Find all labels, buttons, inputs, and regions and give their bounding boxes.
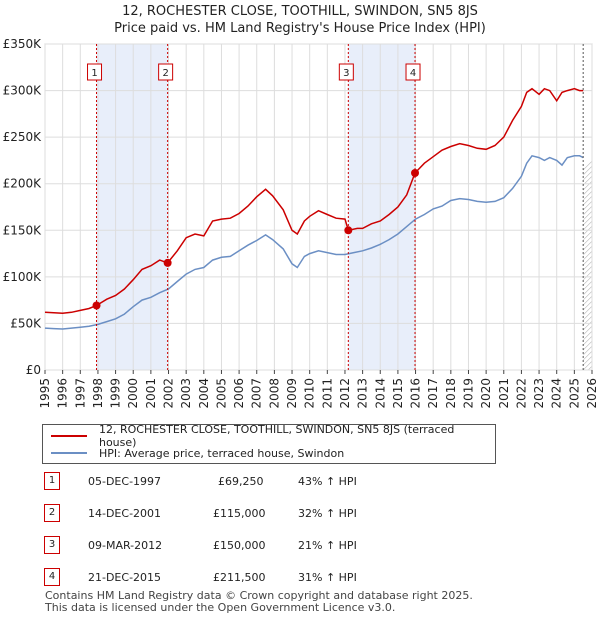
sale-hpi-diff: 32% ↑ HPI (298, 507, 357, 520)
sale-badge: 4 (44, 568, 60, 586)
future-hatch (583, 44, 600, 370)
property-price-line (44, 87, 584, 314)
x-tick-label: 2015 (391, 378, 405, 409)
x-tick-label: 2005 (214, 378, 228, 409)
x-tick-label: 2024 (550, 378, 564, 409)
sale-price: £115,000 (213, 507, 266, 520)
x-tick-label: 2026 (585, 378, 599, 409)
legend-label-property: 12, ROCHESTER CLOSE, TOOTHILL, SWINDON, … (98, 423, 455, 449)
sale-date: 21-DEC-2015 (88, 571, 162, 584)
x-tick-label: 2008 (267, 378, 281, 409)
y-tick-label: £150K (3, 223, 43, 237)
hatch-line (583, 200, 593, 211)
sale-number-label: 2 (162, 68, 168, 79)
sale-number-box (158, 63, 174, 81)
y-tick-label: £350K (3, 37, 43, 51)
sale-date: 05-DEC-1997 (88, 475, 162, 488)
x-tick-label: 2023 (532, 378, 546, 409)
x-tick-label: 1996 (56, 378, 70, 409)
legend-label-hpi: HPI: Average price, terraced house, Swin… (99, 446, 345, 460)
legend-item-property: 12, ROCHESTER CLOSE, TOOTHILL, SWINDON, … (51, 423, 495, 449)
y-tick-label: £200K (3, 177, 43, 191)
x-tick-label: 2013 (356, 378, 370, 409)
sale-row: 4 21-DEC-2015 £211,500 31% ↑ HPI (40, 566, 460, 590)
sale-badge: 3 (44, 536, 60, 554)
sale-number-box (338, 63, 354, 81)
y-tick-label: £250K (3, 130, 43, 144)
sale-price: £69,250 (218, 475, 264, 488)
chart-subtitle: Price paid vs. HM Land Registry's House … (114, 21, 486, 36)
sale-hpi-diff: 21% ↑ HPI (298, 539, 357, 552)
x-tick-label: 2020 (479, 378, 493, 409)
x-tick-label: 1998 (91, 378, 105, 409)
x-tick-label: 2003 (179, 378, 193, 409)
sale-number-label: 4 (410, 68, 416, 79)
hatch-line (593, 44, 600, 370)
x-tick-label: 2019 (461, 378, 475, 409)
x-tick-label: 2001 (144, 378, 158, 409)
x-tick-label: 2025 (567, 378, 581, 409)
x-tick-label: 1999 (109, 378, 123, 409)
hatch-line (583, 310, 593, 321)
sale-row: 3 09-MAR-2012 £150,000 21% ↑ HPI (40, 534, 460, 558)
sale-number-label: 3 (343, 68, 349, 79)
x-tick-label: 2007 (250, 378, 264, 409)
y-tick-label: £0 (26, 363, 41, 377)
x-tick-label: 2016 (409, 378, 423, 409)
shaded-period (96, 44, 168, 370)
x-tick-label: 2011 (320, 378, 334, 409)
legend-swatch-property (51, 435, 87, 437)
legend-swatch-hpi (51, 452, 87, 454)
x-tick-label: 2009 (285, 378, 299, 409)
sale-date: 14-DEC-2001 (88, 507, 162, 520)
chart-legend: 12, ROCHESTER CLOSE, TOOTHILL, SWINDON, … (42, 423, 496, 464)
x-tick-label: 2010 (303, 378, 317, 409)
price-chart: £0 £50K £100K £150K £200K £250K £300K £350K 199… (3, 37, 600, 409)
x-tick-label: 2022 (514, 378, 528, 409)
sale-price: £150,000 (213, 539, 266, 552)
x-tick-label: 2014 (373, 378, 387, 409)
x-tick-label: 2006 (232, 378, 246, 409)
sale-number-box (87, 63, 103, 81)
sale-price: £211,500 (213, 571, 266, 584)
footer-copyright: Contains HM Land Registry data © Crown c… (45, 589, 473, 602)
x-tick-label: 1997 (73, 378, 87, 409)
sale-number-box (405, 63, 421, 81)
footer: Contains HM Land Registry data © Crown c… (45, 590, 473, 614)
sale-point (344, 226, 353, 235)
x-tick-label: 2004 (197, 378, 211, 409)
shaded-period (348, 44, 416, 370)
y-tick-label: £300K (3, 84, 43, 98)
sale-hpi-diff: 43% ↑ HPI (298, 475, 357, 488)
sale-badge: 2 (44, 504, 60, 522)
x-tick-label: 1995 (38, 378, 52, 409)
hpi-line (44, 154, 584, 330)
x-tick-label: 2000 (126, 378, 140, 409)
sale-row: 2 14-DEC-2001 £115,000 32% ↑ HPI (40, 502, 460, 526)
chart-title: 12, ROCHESTER CLOSE, TOOTHILL, SWINDON, … (122, 4, 478, 19)
y-tick-label: £50K (10, 316, 42, 330)
footer-licence: This data is licensed under the Open Gov… (45, 601, 396, 614)
hatch-line (583, 205, 593, 216)
x-tick-label: 2018 (444, 378, 458, 409)
y-tick-label: £100K (3, 270, 43, 284)
sale-badge: 1 (44, 472, 60, 490)
x-tick-label: 2017 (426, 378, 440, 409)
sale-date: 09-MAR-2012 (88, 539, 163, 552)
sale-number-label: 1 (91, 68, 97, 79)
x-tick-label: 2021 (497, 378, 511, 409)
x-tick-label: 2012 (338, 378, 352, 409)
legend-item-hpi: HPI: Average price, terraced house, Swin… (51, 445, 344, 461)
sale-hpi-diff: 31% ↑ HPI (298, 571, 357, 584)
sale-point (163, 258, 172, 267)
sale-row: 1 05-DEC-1997 £69,250 43% ↑ HPI (40, 470, 460, 494)
x-tick-label: 2002 (162, 378, 176, 409)
